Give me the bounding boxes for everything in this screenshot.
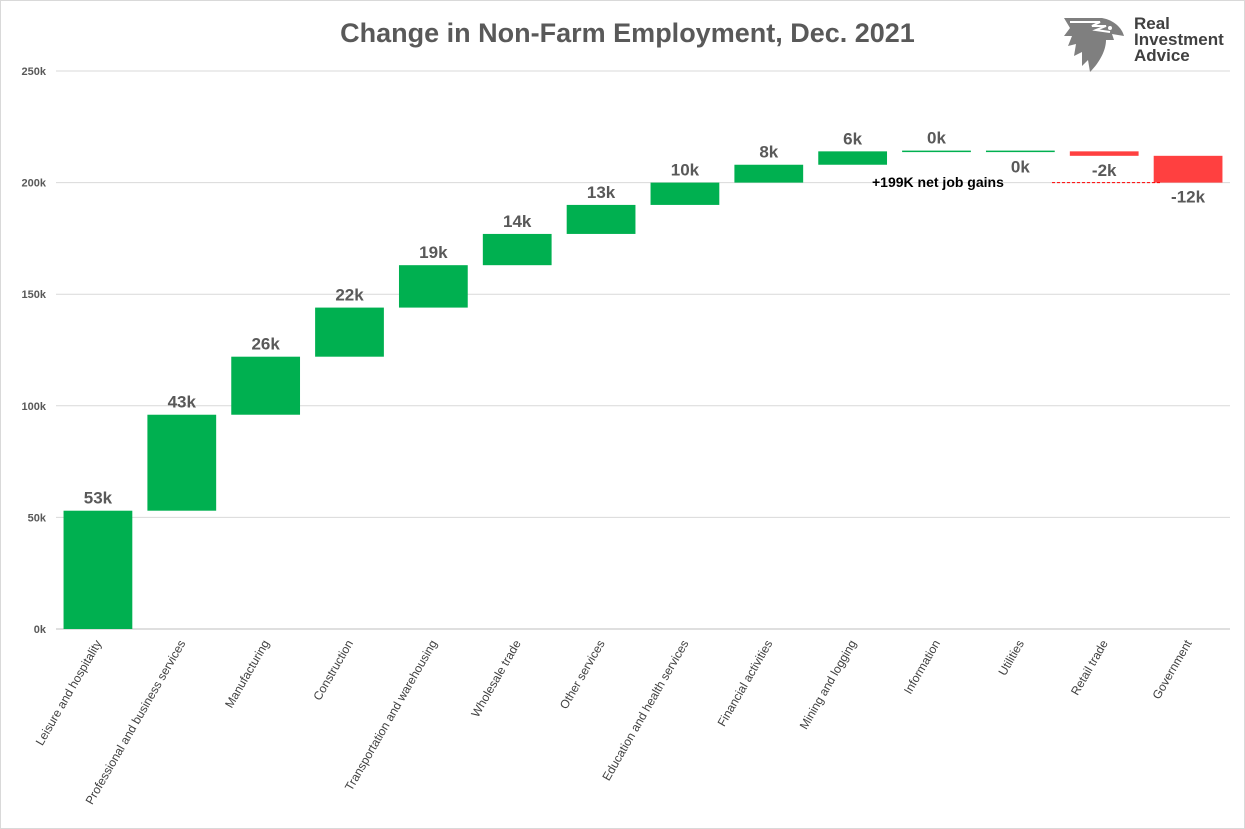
category-label: Utilities xyxy=(995,638,1026,678)
y-tick-label: 200k xyxy=(22,178,47,190)
data-label: 13k xyxy=(587,183,616,202)
data-label: 8k xyxy=(759,143,778,162)
chart-title: Change in Non-Farm Employment, Dec. 2021 xyxy=(340,18,915,48)
data-label: 0k xyxy=(927,129,946,148)
gridlines xyxy=(56,70,1230,518)
logo-text: Real Investment Advice xyxy=(1134,14,1224,65)
data-label: 14k xyxy=(503,212,532,231)
data-label: 53k xyxy=(84,489,113,508)
bar xyxy=(985,150,1055,153)
data-label: -2k xyxy=(1092,161,1117,180)
logo-line-3: Advice xyxy=(1134,46,1190,65)
bar xyxy=(231,356,301,415)
data-label: 10k xyxy=(671,161,700,180)
bar xyxy=(482,233,552,266)
bar xyxy=(398,265,468,308)
bar xyxy=(818,151,888,165)
y-tick-label: 50k xyxy=(28,512,47,524)
bar xyxy=(734,164,804,183)
logo-line-1: Real xyxy=(1134,14,1170,33)
bar xyxy=(566,204,636,234)
eagle-icon xyxy=(1064,18,1124,72)
category-label: Information xyxy=(901,638,943,697)
y-tick-label: 150k xyxy=(22,289,47,301)
brand-logo: Real Investment Advice xyxy=(1062,14,1242,74)
bar xyxy=(315,307,384,357)
category-label: Other services xyxy=(557,638,608,712)
data-labels: 53k 43k 26k 22k 19k 14k 13k 10k 8k 6k 0k 0k -2k -12k xyxy=(84,129,1206,508)
category-label: Leisure and hospitality xyxy=(33,638,105,748)
data-label: 43k xyxy=(168,393,197,412)
y-tick-label: 250k xyxy=(22,66,47,78)
y-tick-label: 100k xyxy=(22,401,47,413)
y-tick-label: 0k xyxy=(34,624,47,636)
data-label: 22k xyxy=(335,286,364,305)
bar xyxy=(63,510,133,629)
category-label: Transportation and warehousing xyxy=(342,638,440,794)
data-label: 6k xyxy=(843,129,862,148)
category-label: Professional and business services xyxy=(83,638,189,807)
logo-line-2: Investment xyxy=(1134,30,1224,49)
category-label: Mining and logging xyxy=(797,638,859,732)
bar xyxy=(902,150,971,153)
bar xyxy=(650,182,720,205)
data-label: 0k xyxy=(1011,158,1030,177)
net-gain-annotation: +199K net job gains xyxy=(872,173,1004,190)
y-axis-ticks: 0k 50k 100k 150k 200k 250k xyxy=(22,66,47,636)
data-label: -12k xyxy=(1171,188,1206,207)
category-label: Retail trade xyxy=(1068,637,1111,697)
bar xyxy=(1153,155,1223,183)
category-label: Construction xyxy=(310,638,356,703)
bar xyxy=(1069,151,1139,156)
category-label: Manufacturing xyxy=(222,638,272,711)
category-label: Financial activities xyxy=(715,638,776,729)
category-label: Wholesale trade xyxy=(468,637,524,719)
data-label: 19k xyxy=(419,243,448,262)
data-label: 26k xyxy=(251,335,280,354)
category-label: Education and health services xyxy=(599,638,691,784)
bars xyxy=(63,150,1223,629)
bar xyxy=(147,414,217,511)
category-label: Government xyxy=(1150,637,1195,702)
